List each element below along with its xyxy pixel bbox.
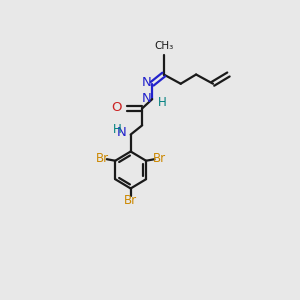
Text: N: N bbox=[142, 92, 152, 105]
Text: N: N bbox=[142, 76, 152, 89]
Text: CH₃: CH₃ bbox=[154, 40, 173, 51]
Text: H: H bbox=[158, 96, 166, 109]
Text: N: N bbox=[117, 126, 127, 139]
Text: Br: Br bbox=[96, 152, 109, 165]
Text: Br: Br bbox=[153, 152, 166, 165]
Text: H: H bbox=[113, 123, 122, 136]
Text: Br: Br bbox=[124, 194, 137, 206]
Text: O: O bbox=[111, 101, 122, 114]
